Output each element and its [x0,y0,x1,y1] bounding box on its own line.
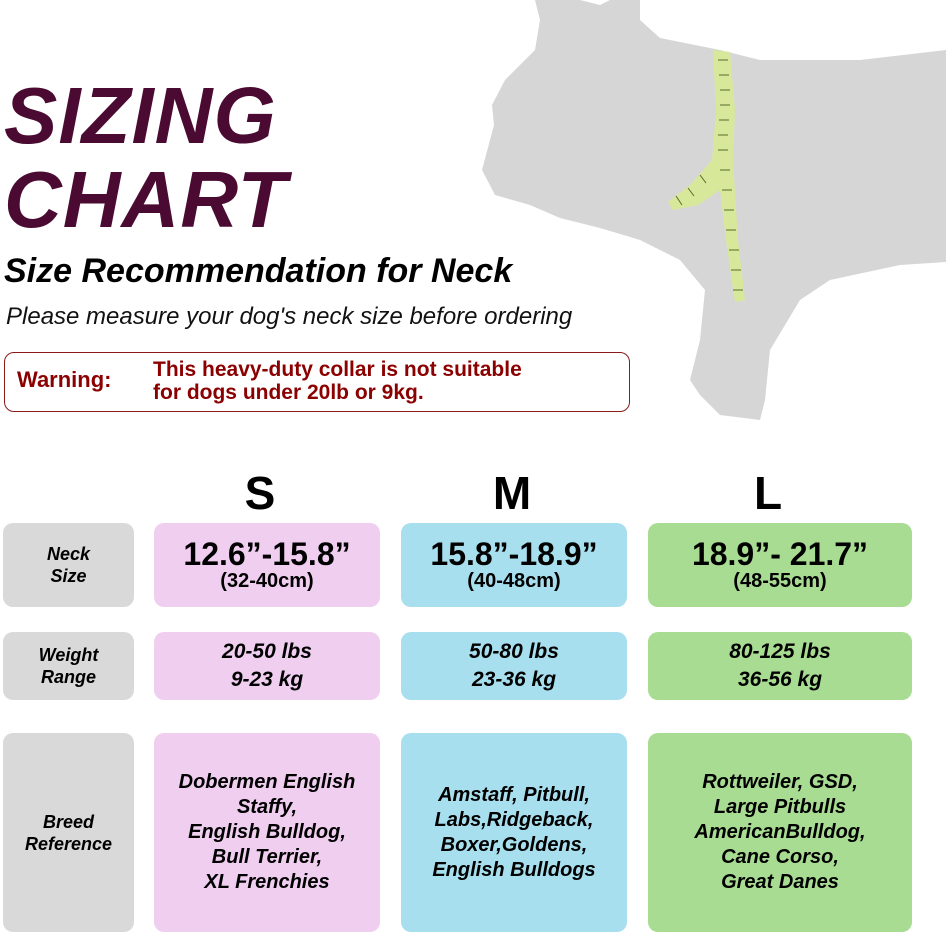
weight-kg: 23-36 kg [471,668,557,691]
neck-inches: 18.9”- 21.7” [691,535,869,572]
title-line-2: CHART [4,155,288,244]
breed-line: Dobermen English [178,771,356,793]
weight-lbs: 20-50 lbs [222,640,312,663]
breed-line: Large Pitbulls [713,796,847,818]
warning-message: This heavy-duty collar is not suitable f… [153,358,522,404]
label-text: Neck [46,544,91,564]
breed-line: Amstaff, Pitbull, [438,783,590,806]
breed-line: Labs,Ridgeback, [434,808,594,831]
weight-kg: 36-56 kg [737,668,823,691]
weight-kg: 9-23 kg [230,668,304,691]
breed-line: English Bulldogs [432,858,596,881]
subtitle: Size Recommendation for Neck [4,252,513,290]
label-text: Weight [38,645,99,665]
dog-silhouette-icon [482,0,946,420]
neck-cm: (40-48cm) [467,569,561,592]
breed-line: Rottweiler, GSD, [702,771,858,793]
weight-s: 20-50 lbs 9-23 kg [154,632,380,700]
breed-line: Boxer,Goldens, [440,833,588,856]
breed-line: English Bulldog, [188,821,346,843]
weight-m: 50-80 lbs 23-36 kg [401,632,627,700]
size-m-header: M [492,467,532,519]
label-text: Reference [24,833,113,854]
label-text: Range [40,667,96,687]
warning-line-1: This heavy-duty collar is not suitable [153,358,522,381]
breeds-m: Amstaff, Pitbull, Labs,Ridgeback, Boxer,… [401,733,627,932]
row-label-neck-size: Neck Size [3,523,134,607]
label-text: Breed [42,811,95,832]
weight-lbs: 50-80 lbs [469,640,559,663]
breed-line: Bull Terrier, [211,846,323,868]
neck-inches: 15.8”-18.9” [430,535,598,572]
breed-line: Cane Corso, [721,846,839,868]
warning-line-2: for dogs under 20lb or 9kg. [153,381,424,404]
breed-line: AmericanBulldog, [694,821,866,843]
size-s-header: S [244,467,276,519]
weight-l: 80-125 lbs 36-56 kg [648,632,912,700]
breeds-s: Dobermen English Staffy, English Bulldog… [154,733,380,932]
instruction-text: Please measure your dog's neck size befo… [6,303,573,330]
neck-inches: 12.6”-15.8” [183,535,351,572]
breed-line: Staffy, [236,796,298,818]
row-label-breed-reference: Breed Reference [3,733,134,932]
weight-lbs: 80-125 lbs [729,640,831,663]
neck-cm: (32-40cm) [220,569,314,592]
breeds-l: Rottweiler, GSD, Large Pitbulls American… [648,733,912,932]
neck-size-l: 18.9”- 21.7” (48-55cm) [648,523,912,607]
neck-size-s: 12.6”-15.8” (32-40cm) [154,523,380,607]
neck-cm: (48-55cm) [733,569,827,592]
warning-label: Warning: [17,367,112,392]
size-l-header: L [753,467,783,519]
breed-line: Great Danes [721,871,839,893]
neck-size-m: 15.8”-18.9” (40-48cm) [401,523,627,607]
breed-line: XL Frenchies [204,871,330,893]
label-text: Size [50,566,87,586]
warning-box: Warning: This heavy-duty collar is not s… [4,352,630,412]
title-line-1: SIZING [4,71,277,160]
row-label-weight-range: Weight Range [3,632,134,700]
